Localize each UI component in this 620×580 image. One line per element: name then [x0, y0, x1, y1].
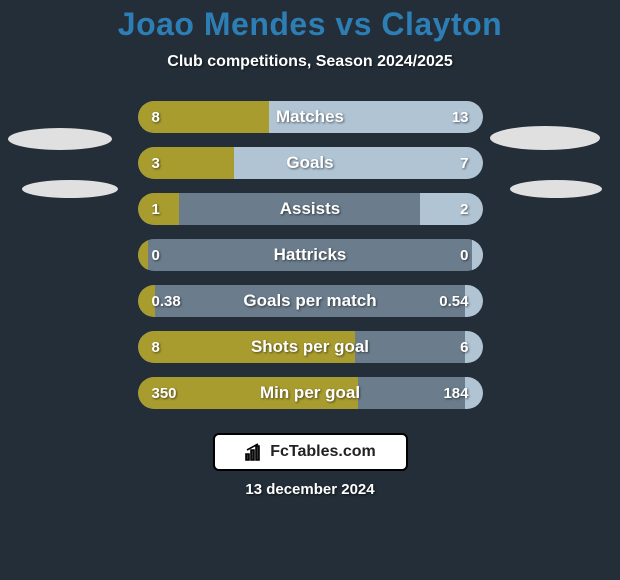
- stat-label: Assists: [138, 193, 483, 225]
- chart-icon: [244, 442, 264, 462]
- stat-bars: 813Matches 37Goals 12Assists 00Hattricks 0.3…: [138, 101, 483, 409]
- stat-row: 37Goals: [138, 147, 483, 179]
- stat-label: Goals per match: [138, 285, 483, 317]
- stat-label: Matches: [138, 101, 483, 133]
- stat-label: Min per goal: [138, 377, 483, 409]
- player-right-ellipse-2: [510, 180, 602, 198]
- stat-row: 86Shots per goal: [138, 331, 483, 363]
- stat-row: 12Assists: [138, 193, 483, 225]
- stat-label: Goals: [138, 147, 483, 179]
- player-left-ellipse-2: [22, 180, 118, 198]
- stat-label: Hattricks: [138, 239, 483, 271]
- page-title: Joao Mendes vs Clayton: [0, 6, 620, 43]
- comparison-card: Joao Mendes vs Clayton Club competitions…: [0, 0, 620, 580]
- stat-row: 0.380.54Goals per match: [138, 285, 483, 317]
- player-right-ellipse-1: [490, 126, 600, 150]
- fctables-logo: FcTables.com: [213, 433, 408, 471]
- stat-label: Shots per goal: [138, 331, 483, 363]
- stat-row: 350184Min per goal: [138, 377, 483, 409]
- stat-row: 00Hattricks: [138, 239, 483, 271]
- logo-text: FcTables.com: [270, 443, 376, 461]
- subtitle: Club competitions, Season 2024/2025: [0, 53, 620, 71]
- stat-row: 813Matches: [138, 101, 483, 133]
- date-text: 13 december 2024: [0, 481, 620, 498]
- player-left-ellipse-1: [8, 128, 112, 150]
